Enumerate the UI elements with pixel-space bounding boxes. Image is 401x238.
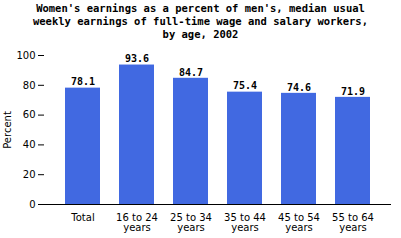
svg-text:16 to 24years: 16 to 24years	[116, 212, 158, 233]
svg-text:0: 0	[29, 199, 35, 210]
svg-text:Total: Total	[70, 212, 94, 223]
svg-text:55 to 64years: 55 to 64years	[332, 212, 374, 233]
svg-text:45 to 54years: 45 to 54years	[278, 212, 320, 233]
svg-text:84.7: 84.7	[179, 66, 203, 77]
svg-text:93.6: 93.6	[125, 53, 149, 64]
html-text:Women's earnings as a percent: Women's earnings as a percent of men's, …	[33, 2, 368, 40]
svg-text:71.9: 71.9	[341, 86, 365, 97]
svg-text:100: 100	[16, 50, 35, 61]
svg-text:35 to 44years: 35 to 44years	[224, 212, 266, 233]
svg-text:20: 20	[23, 169, 36, 180]
svg-text:80: 80	[23, 80, 36, 91]
svg-text:75.4: 75.4	[233, 80, 257, 91]
svg-text:25 to 34years: 25 to 34years	[170, 212, 212, 233]
svg-text:Percent: Percent	[2, 111, 13, 149]
svg-text:78.1: 78.1	[71, 76, 95, 87]
svg-text:60: 60	[23, 109, 36, 120]
svg-text:74.6: 74.6	[287, 82, 311, 93]
svg-text:40: 40	[23, 139, 36, 150]
